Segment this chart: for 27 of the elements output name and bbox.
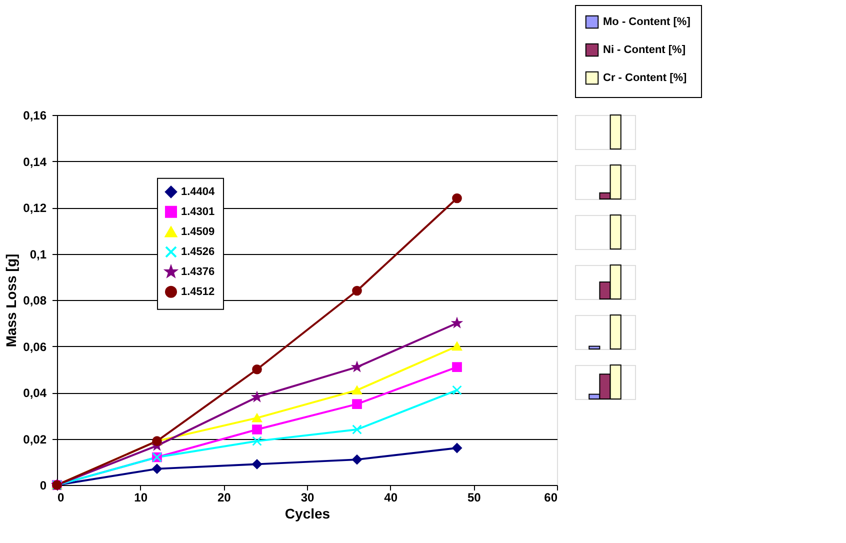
- x-axis-title: Cycles: [284, 506, 330, 522]
- y-tick-label: 0,12: [23, 201, 47, 215]
- y-tick-label: 0,1: [30, 247, 47, 262]
- y-tick-label: 0,04: [23, 386, 47, 400]
- legend-label: Mo - Content [%]: [603, 16, 691, 28]
- legend-label: 1.4509: [181, 226, 215, 238]
- legend-label: Cr - Content [%]: [603, 72, 688, 84]
- y-tick-label: 0: [40, 478, 47, 492]
- x-tick-label: 0: [58, 490, 64, 504]
- y-tick-label: 0,16: [23, 108, 47, 122]
- y-tick-label: 0,06: [23, 340, 47, 354]
- x-tick-label: 10: [134, 490, 148, 504]
- y-axis-title: Mass Loss [g]: [3, 254, 20, 348]
- x-tick-label: 50: [467, 490, 482, 504]
- legend-label: 1.4526: [181, 246, 215, 258]
- legend-label: Ni - Content [%]: [603, 44, 686, 56]
- legend-label: 1.4301: [181, 206, 215, 218]
- legend-label: 1.4404: [181, 186, 216, 198]
- legend-label: 1.4512: [181, 286, 215, 298]
- y-tick-label: 0,08: [23, 294, 47, 308]
- x-tick-label: 60: [544, 490, 558, 504]
- legend-label: 1.4376: [181, 266, 215, 278]
- x-tick-label: 40: [384, 490, 398, 504]
- x-tick-label: 30: [300, 490, 314, 504]
- y-tick-label: 0,02: [23, 432, 47, 446]
- x-tick-label: 20: [217, 490, 232, 504]
- y-tick-label: 0,14: [23, 154, 47, 169]
